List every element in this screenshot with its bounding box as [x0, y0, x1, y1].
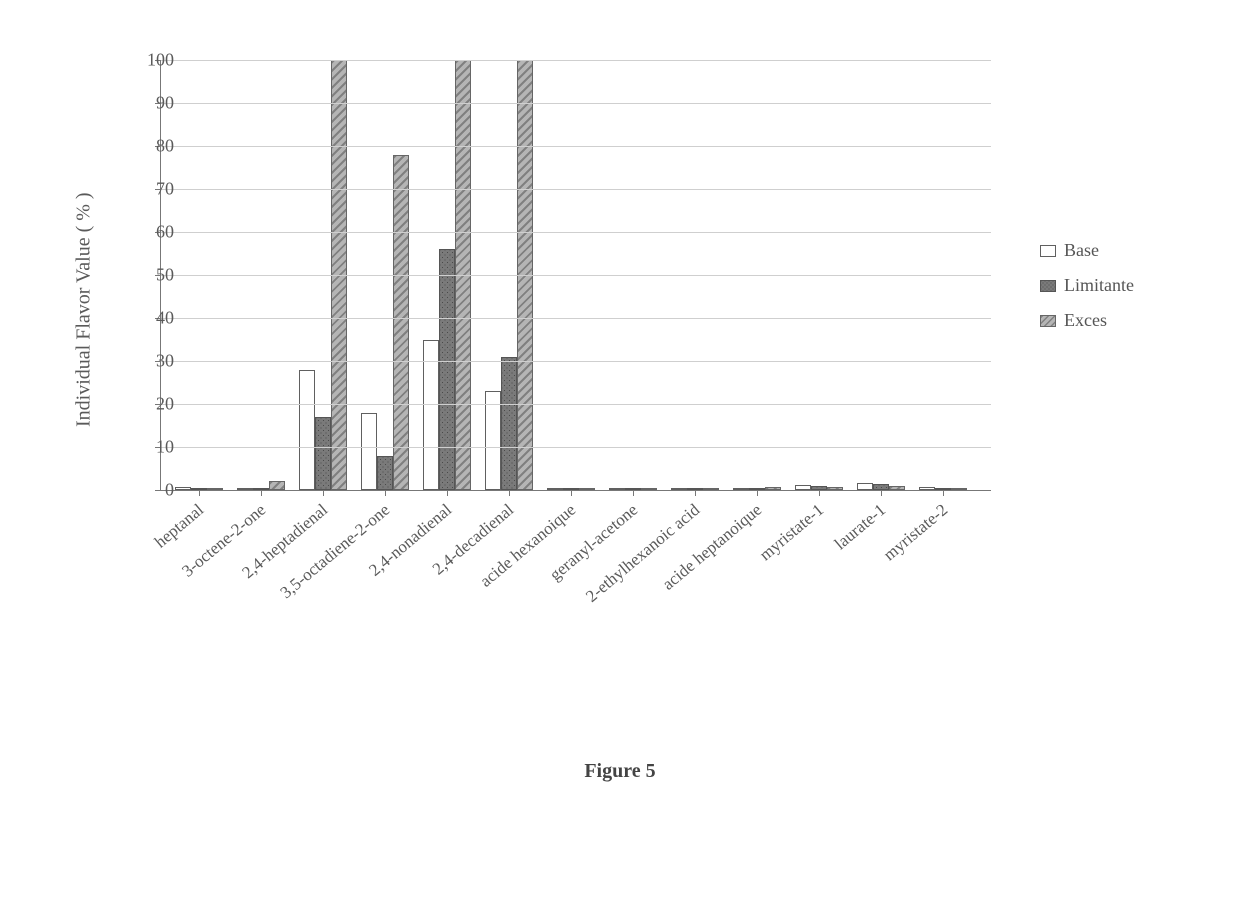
x-tick-label: 2-ethylhexanoic acid: [582, 500, 704, 607]
legend: Base Limitante Exces: [1040, 240, 1180, 345]
gridline: [161, 361, 991, 362]
bar-exces: [393, 155, 409, 490]
y-tick-label: 20: [134, 394, 174, 415]
bar-exces: [889, 486, 905, 490]
x-tick-label: myristate-1: [756, 500, 828, 565]
legend-item-exces: Exces: [1040, 310, 1180, 331]
x-tick-label: laurate-1: [831, 500, 890, 554]
bar-limitante: [439, 249, 455, 490]
gridline: [161, 103, 991, 104]
y-tick-label: 50: [134, 265, 174, 286]
y-tick-label: 10: [134, 437, 174, 458]
bar-base: [361, 413, 377, 490]
bar-exces: [827, 487, 843, 490]
x-tick: [571, 490, 572, 496]
gridline: [161, 189, 991, 190]
x-tick-label: heptanal: [151, 500, 208, 552]
y-tick-label: 60: [134, 222, 174, 243]
bar-base: [919, 487, 935, 490]
x-tick: [943, 490, 944, 496]
bar-exces: [765, 487, 781, 490]
x-tick: [819, 490, 820, 496]
bar-limitante: [315, 417, 331, 490]
x-tick: [509, 490, 510, 496]
chart-container: Individual Flavor Value ( % ) 0102030405…: [60, 60, 1180, 700]
bar-base: [609, 488, 625, 490]
y-tick-label: 70: [134, 179, 174, 200]
legend-swatch-exces-icon: [1040, 315, 1056, 327]
figure-caption: Figure 5: [0, 760, 1240, 783]
bar-base: [299, 370, 315, 490]
x-tick: [323, 490, 324, 496]
x-tick: [695, 490, 696, 496]
bar-exces: [207, 488, 223, 490]
x-tick-label: 3,5-octadiene-2-one: [276, 500, 393, 603]
bar-base: [237, 488, 253, 490]
x-tick: [757, 490, 758, 496]
gridline: [161, 232, 991, 233]
bar-base: [423, 340, 439, 491]
plot-area-wrap: 0102030405060708090100heptanal3-octene-2…: [150, 60, 1010, 540]
y-axis-title: Individual Flavor Value ( % ): [72, 100, 96, 520]
y-tick-label: 80: [134, 136, 174, 157]
gridline: [161, 404, 991, 405]
x-tick: [633, 490, 634, 496]
plot-area: [160, 60, 991, 491]
x-tick-label: myristate-2: [880, 500, 952, 565]
gridline: [161, 318, 991, 319]
x-tick: [385, 490, 386, 496]
legend-label-exces: Exces: [1064, 310, 1107, 331]
bar-base: [733, 488, 749, 490]
y-tick-label: 90: [134, 93, 174, 114]
x-tick: [199, 490, 200, 496]
page: Individual Flavor Value ( % ) 0102030405…: [0, 0, 1240, 913]
bar-exces: [703, 488, 719, 490]
bar-exces: [269, 481, 285, 490]
y-tick-label: 100: [134, 50, 174, 71]
bar-exces: [579, 488, 595, 490]
gridline: [161, 60, 991, 61]
bar-exces: [951, 488, 967, 490]
gridline: [161, 146, 991, 147]
bar-base: [857, 483, 873, 490]
legend-swatch-base-icon: [1040, 245, 1056, 257]
y-tick-label: 0: [134, 480, 174, 501]
y-tick-label: 30: [134, 351, 174, 372]
legend-swatch-limitante-icon: [1040, 280, 1056, 292]
legend-item-limitante: Limitante: [1040, 275, 1180, 296]
bar-base: [671, 488, 687, 490]
bar-base: [175, 487, 191, 490]
y-tick-label: 40: [134, 308, 174, 329]
legend-label-limitante: Limitante: [1064, 275, 1134, 296]
bar-exces: [641, 488, 657, 490]
bar-base: [795, 485, 811, 490]
bar-base: [485, 391, 501, 490]
bar-limitante: [377, 456, 393, 490]
gridline: [161, 447, 991, 448]
legend-item-base: Base: [1040, 240, 1180, 261]
bar-limitante: [501, 357, 517, 490]
x-tick: [881, 490, 882, 496]
bar-base: [547, 488, 563, 490]
x-tick: [447, 490, 448, 496]
legend-label-base: Base: [1064, 240, 1099, 261]
gridline: [161, 275, 991, 276]
x-tick: [261, 490, 262, 496]
